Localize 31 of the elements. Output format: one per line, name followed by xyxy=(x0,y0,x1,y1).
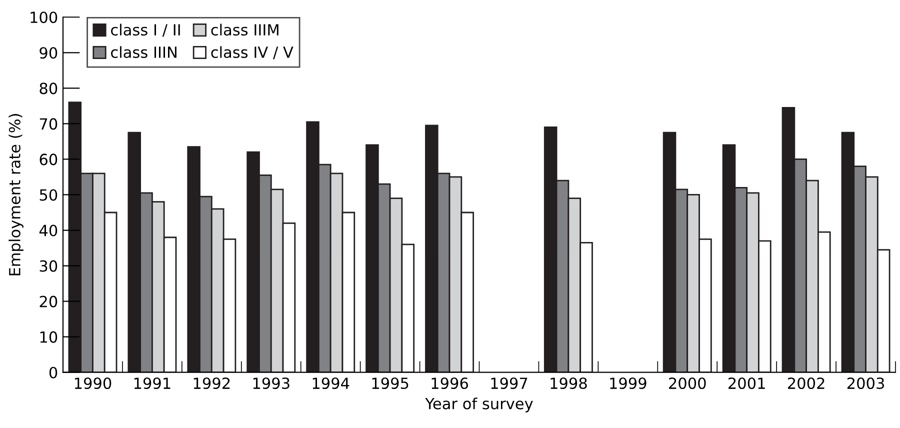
x-tick-label: 2002 xyxy=(788,377,824,390)
y-tick-label: 50 xyxy=(40,189,58,201)
legend-label: class I / II xyxy=(111,24,180,37)
x-tick-label: 2000 xyxy=(669,377,706,390)
x-tick-label: 1998 xyxy=(550,377,587,390)
y-tick-label: 40 xyxy=(39,224,58,236)
y-tick-label: 30 xyxy=(40,260,58,272)
x-tick-label: 1994 xyxy=(312,377,350,390)
y-tick-label: 80 xyxy=(40,82,58,94)
x-tick-label: 1995 xyxy=(372,377,408,390)
x-tick-label: 1991 xyxy=(134,377,170,390)
y-tick-label: 0 xyxy=(49,366,58,378)
y-tick-label: 70 xyxy=(40,118,58,130)
x-tick-label: 1992 xyxy=(194,377,230,390)
y-tick-label: 10 xyxy=(40,331,58,343)
y-tick-label: 60 xyxy=(40,154,58,166)
legend-label: class IIIM xyxy=(211,24,278,36)
x-tick-label: 1999 xyxy=(610,377,646,390)
y-axis-title: Employment rate (%) xyxy=(8,114,24,276)
legend-label: class IV / V xyxy=(211,46,294,60)
x-tick-label: 2001 xyxy=(728,377,765,390)
x-tick-label: 1993 xyxy=(253,377,290,390)
x-tick-label: 1990 xyxy=(74,377,112,390)
legend-label: class IIIN xyxy=(111,46,176,58)
x-tick-label: 2003 xyxy=(847,377,884,390)
x-tick-label: 1997 xyxy=(491,377,528,390)
y-tick-label: 90 xyxy=(40,47,58,59)
x-tick-label: 1996 xyxy=(432,377,468,390)
y-tick-label: 100 xyxy=(30,12,58,24)
y-tick-label: 20 xyxy=(40,296,58,308)
x-axis-title: Year of survey xyxy=(425,398,533,412)
